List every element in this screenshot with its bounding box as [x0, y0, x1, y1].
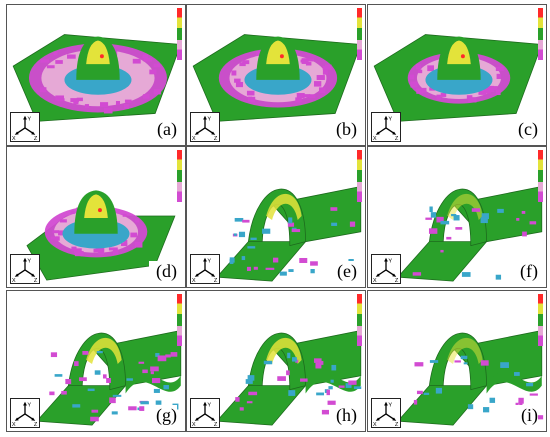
simulation-panel-e: Y X Z (e)	[186, 146, 366, 288]
axis-x-label: X	[192, 136, 196, 141]
fld-color-legend	[348, 150, 362, 202]
panel-label: (a)	[149, 119, 177, 139]
legend-color-bar	[177, 294, 182, 346]
fld-color-legend	[168, 294, 182, 346]
axis-z-label: Z	[214, 278, 218, 283]
legend-color-bar	[357, 150, 362, 202]
fld-color-legend	[168, 150, 182, 202]
legend-color-bar	[538, 150, 543, 202]
axis-x-label: X	[12, 136, 16, 141]
coordinate-axes-icon: Y X Z	[371, 254, 401, 284]
coordinate-axes-icon: Y X Z	[10, 112, 40, 142]
coordinate-axes-icon: Y X Z	[371, 398, 401, 428]
legend-color-bar	[357, 294, 362, 346]
fld-color-legend	[529, 294, 543, 346]
coordinate-axes-icon: Y X Z	[10, 398, 40, 428]
panel-label: (e)	[329, 261, 357, 281]
axis-y-label: Y	[207, 402, 211, 408]
axis-z-label: Z	[395, 278, 399, 283]
simulation-panel-g: Y X Z (g)	[6, 290, 186, 432]
axis-z-label: Z	[34, 278, 38, 283]
forming-simulation-render	[187, 291, 365, 431]
simulation-panel-f: Y X Z (f)	[367, 146, 547, 288]
legend-color-bar	[538, 8, 543, 60]
fld-color-legend	[348, 8, 362, 60]
axis-y-label: Y	[388, 116, 392, 122]
panel-label: (g)	[149, 405, 177, 425]
legend-color-bar	[177, 8, 182, 60]
panel-label: (i)	[510, 405, 538, 425]
axis-z-label: Z	[395, 136, 399, 141]
axis-y-label: Y	[388, 258, 392, 264]
coordinate-axes-icon: Y X Z	[190, 112, 220, 142]
axis-z-label: Z	[34, 422, 38, 427]
coordinate-axes-icon: Y X Z	[371, 112, 401, 142]
legend-color-bar	[357, 8, 362, 60]
legend-color-bar	[177, 150, 182, 202]
coordinate-axes-icon: Y X Z	[190, 254, 220, 284]
axis-y-label: Y	[207, 116, 211, 122]
axis-y-label: Y	[27, 258, 31, 264]
axis-x-label: X	[373, 278, 377, 283]
coordinate-axes-icon: Y X Z	[190, 398, 220, 428]
axis-z-label: Z	[214, 422, 218, 427]
axis-x-label: X	[12, 278, 16, 283]
axis-x-label: X	[373, 136, 377, 141]
axis-x-label: X	[192, 278, 196, 283]
simulation-panel-d: Y X Z (d)	[6, 146, 186, 288]
simulation-panel-c: Y X Z (c)	[367, 4, 547, 146]
panel-label: (c)	[510, 119, 538, 139]
axis-x-label: X	[12, 422, 16, 427]
axis-y-label: Y	[207, 258, 211, 264]
axis-x-label: X	[373, 422, 377, 427]
fld-color-legend	[529, 150, 543, 202]
axis-z-label: Z	[34, 136, 38, 141]
axis-x-label: X	[192, 422, 196, 427]
simulation-panel-a: Y X Z (a)	[6, 4, 186, 146]
coordinate-axes-icon: Y X Z	[10, 254, 40, 284]
panel-label: (h)	[329, 405, 357, 425]
legend-color-bar	[538, 294, 543, 346]
simulation-panel-i: Y X Z (i)	[367, 290, 547, 432]
axis-z-label: Z	[395, 422, 399, 427]
axis-y-label: Y	[27, 116, 31, 122]
axis-z-label: Z	[214, 136, 218, 141]
axis-y-label: Y	[27, 402, 31, 408]
axis-y-label: Y	[388, 402, 392, 408]
fld-color-legend	[529, 8, 543, 60]
simulation-panel-b: Y X Z (b)	[186, 4, 366, 146]
simulation-panel-h: Y X Z (h)	[186, 290, 366, 432]
fld-color-legend	[168, 8, 182, 60]
panel-label: (b)	[329, 119, 357, 139]
panel-label: (d)	[149, 261, 177, 281]
fld-color-legend	[348, 294, 362, 346]
panel-label: (f)	[510, 261, 538, 281]
